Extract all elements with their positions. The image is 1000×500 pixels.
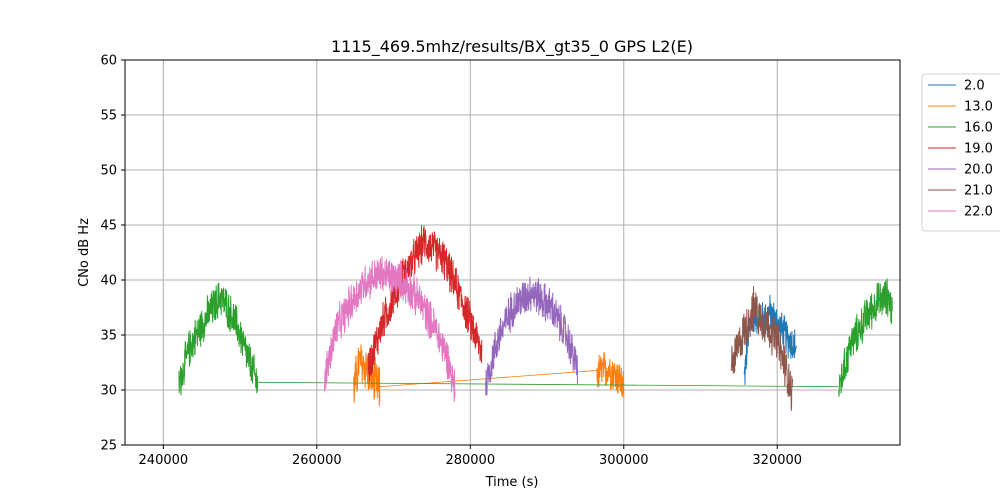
y-tick-label: 45 [100,219,117,234]
legend-label: 19.0 [964,142,993,157]
legend: 2.0 13.0 16.0 19.0 20.0 21.0 22.0 [921,73,1000,232]
x-axis: 240000 260000 280000 300000 320000 [139,445,802,468]
series-line-16.0 [178,282,259,396]
series-line-13.0 [596,351,625,398]
plot-frame [124,59,901,446]
y-tick-label: 60 [100,54,117,69]
legend-label: 16.0 [964,121,993,136]
legend-frame [921,73,1000,232]
y-tick-label: 50 [100,164,117,179]
y-axis-label: CNo dB Hz [77,218,92,287]
series-line-16.0 [257,381,839,388]
legend-label: 2.0 [964,79,985,94]
legend-label: 13.0 [964,100,993,115]
y-tick-label: 55 [100,109,117,124]
x-tick-label: 260000 [292,453,342,468]
x-tick-label: 320000 [752,453,802,468]
y-tick-label: 35 [100,329,117,344]
x-tick-label: 280000 [445,453,495,468]
legend-label: 20.0 [964,163,993,178]
y-axis: 25 30 35 40 45 50 55 60 [100,54,125,454]
series-line-21.0 [730,286,794,411]
legend-label: 21.0 [964,184,993,199]
series-line-19.0 [367,225,483,382]
series-line-22.0 [324,256,456,403]
chart-title: 1115_469.5mhz/results/BX_gt35_0 GPS L2(E… [331,37,693,57]
series-line-16.0 [838,278,893,397]
legend-label: 22.0 [964,205,993,220]
x-tick-label: 240000 [139,453,189,468]
y-tick-label: 30 [100,384,117,399]
x-axis-label: Time (s) [485,475,539,490]
x-tick-label: 300000 [599,453,649,468]
y-tick-label: 40 [100,274,117,289]
y-tick-label: 25 [100,439,117,454]
series-group [178,225,893,411]
series-line-20.0 [485,276,579,396]
series-line-13.0 [353,344,381,407]
